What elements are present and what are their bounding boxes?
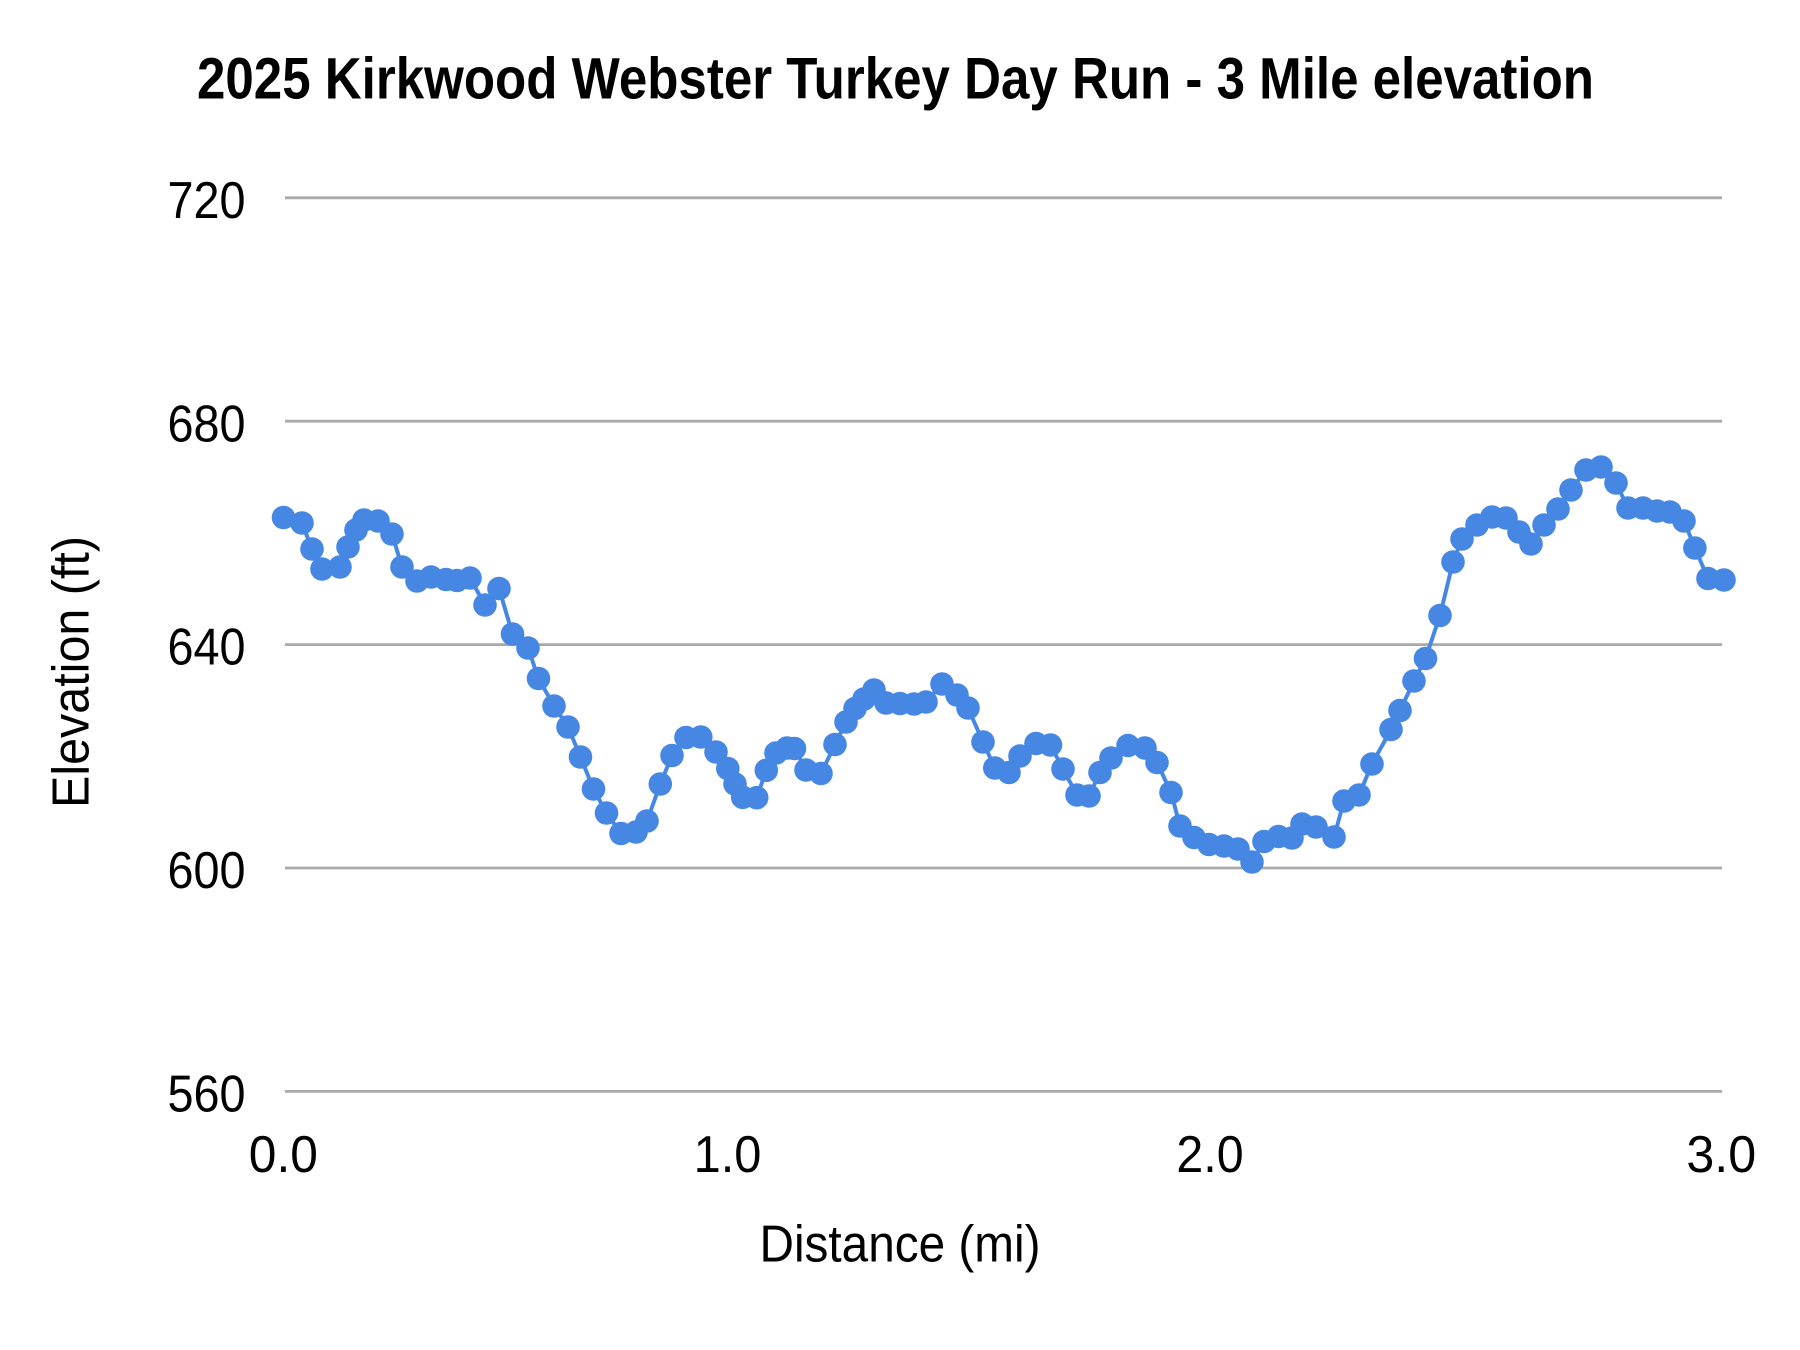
svg-text:560: 560 [168, 1066, 246, 1124]
svg-text:640: 640 [168, 619, 246, 677]
svg-text:2025 Kirkwood Webster Turkey D: 2025 Kirkwood Webster Turkey Day Run - 3… [197, 46, 1594, 111]
svg-text:720: 720 [168, 172, 246, 230]
svg-text:Elevation (ft): Elevation (ft) [43, 536, 101, 808]
svg-text:600: 600 [168, 842, 246, 900]
svg-text:1.0: 1.0 [694, 1126, 762, 1184]
svg-text:Distance (mi): Distance (mi) [760, 1215, 1041, 1273]
svg-text:0.0: 0.0 [249, 1126, 318, 1184]
svg-text:2.0: 2.0 [1176, 1126, 1243, 1184]
svg-text:3.0: 3.0 [1686, 1126, 1756, 1184]
svg-text:680: 680 [168, 395, 246, 453]
